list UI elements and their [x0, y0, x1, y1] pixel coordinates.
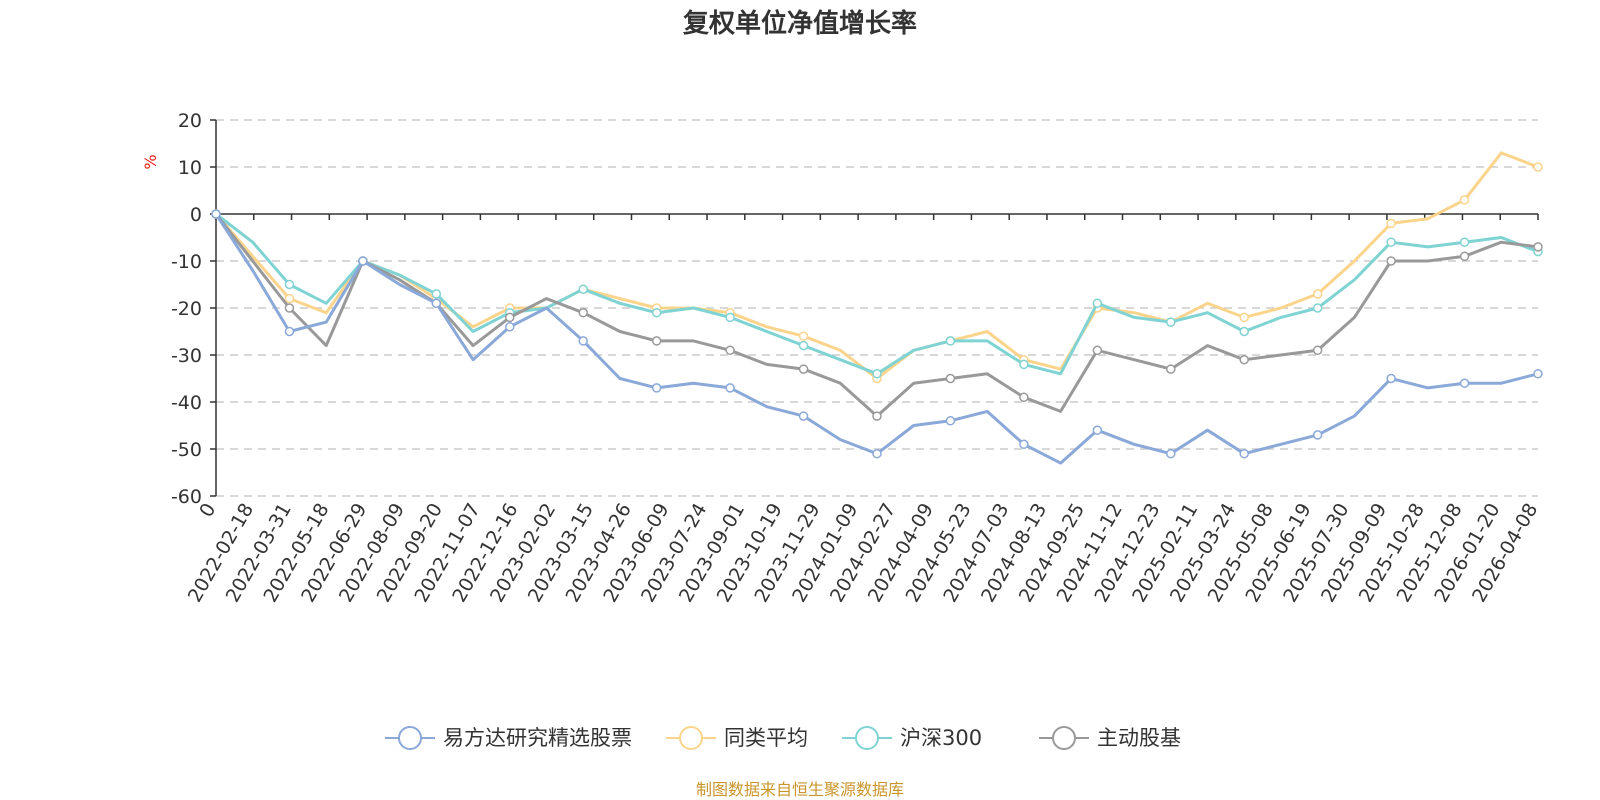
data-point [1386, 373, 1396, 384]
data-point [284, 279, 295, 290]
data-point [798, 411, 809, 421]
y-tick-label: -30 [171, 345, 202, 367]
data-point [578, 284, 588, 294]
data-point [505, 322, 515, 332]
y-tick-label: 20 [178, 110, 202, 132]
data-point [431, 298, 442, 309]
series-lines [211, 151, 1543, 465]
data-point [1166, 317, 1176, 327]
data-point [1239, 354, 1249, 365]
y-tick-label: -60 [171, 486, 202, 508]
data-point [1239, 312, 1249, 323]
data-point [578, 307, 588, 318]
data-point [725, 383, 735, 393]
data-point [1166, 364, 1176, 374]
data-point [945, 416, 956, 426]
data-point [1239, 448, 1249, 459]
series-line-1 [214, 151, 1539, 380]
data-point [651, 307, 662, 318]
legend-marker-icon [855, 726, 879, 750]
data-point [798, 364, 809, 374]
legend-label: 易方达研究精选股票 [443, 726, 632, 750]
data-point [872, 369, 882, 379]
data-point [1166, 448, 1176, 459]
data-point [1459, 378, 1470, 388]
data-point [284, 326, 295, 337]
data-point [1092, 425, 1103, 435]
data-point [798, 340, 809, 351]
y-axis-ticks: 20 10 0 -10 -20 -30 -40 -50 -60 [171, 110, 216, 508]
series-line-3 [214, 213, 1539, 418]
chart-title: 复权单位净值增长率 [683, 8, 917, 39]
data-point [1092, 298, 1103, 309]
legend-item-2[interactable]: 沪深300 [842, 726, 982, 750]
data-point [945, 336, 956, 346]
data-point [651, 383, 662, 393]
data-point [578, 336, 588, 346]
data-point [872, 448, 882, 459]
data-point [1312, 303, 1323, 313]
data-point [1459, 237, 1470, 247]
data-point [1386, 256, 1396, 266]
legend-item-3[interactable]: 主动股基 [1039, 726, 1181, 750]
data-point [1386, 237, 1396, 247]
data-point [358, 256, 368, 266]
grid [216, 119, 1538, 497]
data-point [1019, 359, 1029, 370]
data-point [1239, 326, 1249, 337]
data-point [1019, 392, 1029, 403]
legend-item-0[interactable]: 易方达研究精选股票 [385, 726, 632, 750]
data-point [872, 411, 882, 421]
data-point [211, 209, 221, 219]
data-point [1459, 251, 1470, 262]
legend-item-1[interactable]: 同类平均 [666, 726, 808, 750]
legend-marker-icon [1052, 726, 1076, 750]
legend-marker-icon [679, 726, 703, 750]
data-point [1459, 195, 1470, 205]
data-point [431, 289, 442, 299]
data-point [1312, 345, 1323, 356]
data-point [1533, 162, 1543, 172]
legend-label: 沪深300 [900, 726, 982, 750]
y-tick-label: -40 [171, 392, 202, 414]
y-tick-label: 10 [178, 157, 202, 179]
legend-label: 主动股基 [1097, 726, 1181, 750]
data-point [505, 312, 515, 323]
series-line-0 [214, 213, 1539, 465]
data-point [725, 312, 735, 323]
legend-label: 同类平均 [724, 726, 808, 750]
data-point [1092, 345, 1103, 356]
data-point [651, 336, 662, 346]
y-axis-unit-label: % [141, 154, 160, 169]
data-point [1312, 289, 1323, 299]
x-tick-label: 0 [195, 500, 220, 521]
data-point [1312, 430, 1323, 440]
data-point [1386, 218, 1396, 229]
data-point [284, 303, 295, 313]
data-source-note: 制图数据来自恒生聚源数据库 [696, 780, 904, 799]
legend[interactable]: 易方达研究精选股票 同类平均 沪深300 主动股基 [385, 726, 1181, 750]
data-point [1533, 242, 1543, 252]
y-tick-label: -20 [171, 298, 202, 320]
y-tick-label: -10 [171, 251, 202, 273]
y-tick-label: 0 [190, 204, 202, 226]
data-point [1533, 369, 1543, 379]
data-point [284, 293, 295, 304]
data-point [1019, 439, 1029, 450]
data-point [725, 345, 735, 356]
data-point [945, 373, 956, 384]
series-line-2 [215, 212, 1539, 376]
data-point [798, 331, 809, 341]
legend-marker-icon [398, 726, 422, 750]
y-tick-label: -50 [171, 439, 202, 461]
